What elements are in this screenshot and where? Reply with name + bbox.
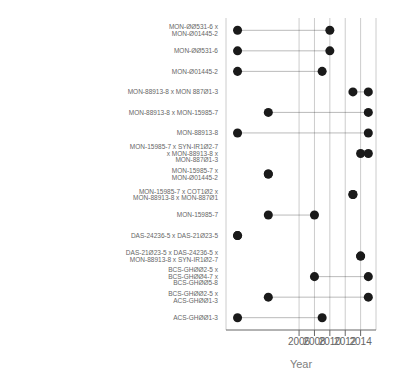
svg-text:2008: 2008 — [303, 336, 326, 348]
svg-text:BCS-GHØØ2-5 xBCS-GHØØ4-7 xBCS-: BCS-GHØØ2-5 xBCS-GHØØ4-7 xBCS-GHØØ5-8 — [168, 266, 219, 286]
svg-text:2012: 2012 — [334, 336, 357, 348]
svg-text:Year: Year — [290, 358, 313, 370]
svg-text:MON-ØØ531-6 xMON-Ø01445-2: MON-ØØ531-6 xMON-Ø01445-2 — [169, 23, 219, 37]
svg-text:BCS-GHØØ2-5 xACS-GHØØ1-3: BCS-GHØØ2-5 xACS-GHØØ1-3 — [168, 290, 219, 304]
svg-text:MON-88913-8 x MON-15985-7: MON-88913-8 x MON-15985-7 — [129, 109, 219, 116]
svg-text:MON-Ø01445-2: MON-Ø01445-2 — [172, 68, 219, 75]
svg-text:2010: 2010 — [318, 336, 341, 348]
svg-text:MON-15985-7 x COT1Ø2 xMON-8891: MON-15985-7 x COT1Ø2 xMON-88913-8 x MON-… — [133, 188, 219, 202]
svg-text:ACS-GHØØ1-3: ACS-GHØØ1-3 — [173, 314, 218, 321]
svg-text:MON-88913-8: MON-88913-8 — [177, 129, 219, 136]
svg-text:DAS-21Ø23-5 x DAS-24236-5 xMON: DAS-21Ø23-5 x DAS-24236-5 xMON-88913-8 x… — [126, 249, 219, 263]
svg-text:MON-ØØ531-6: MON-ØØ531-6 — [174, 47, 218, 54]
svg-text:MON-15985-7: MON-15985-7 — [177, 211, 219, 218]
svg-text:MON-15985-7 xMON-Ø01445-2: MON-15985-7 xMON-Ø01445-2 — [172, 167, 219, 181]
svg-text:2014: 2014 — [349, 336, 372, 347]
svg-text:MON-15985-7 x SYN-IR1Ø2-7x MON: MON-15985-7 x SYN-IR1Ø2-7x MON-88913-8 x… — [130, 143, 219, 163]
svg-text:DAS-24236-5 x DAS-21Ø23-5: DAS-24236-5 x DAS-21Ø23-5 — [131, 232, 218, 239]
svg-text:MON-88913-8 x MON 887Ø1-3: MON-88913-8 x MON 887Ø1-3 — [128, 88, 219, 95]
svg-text:2006: 2006 — [288, 336, 311, 348]
